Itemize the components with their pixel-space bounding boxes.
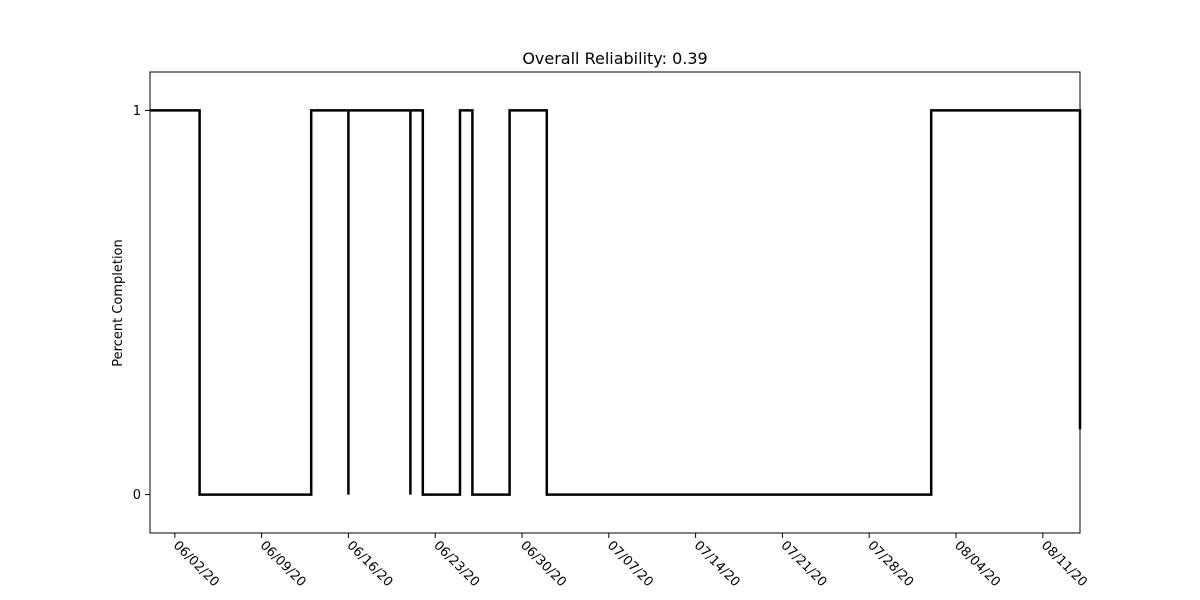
chart-title: Overall Reliability: 0.39	[522, 49, 707, 68]
x-tick-label: 08/11/20	[1038, 538, 1090, 590]
x-tick-label: 06/02/20	[170, 538, 222, 590]
x-tick-label: 06/23/20	[430, 538, 482, 590]
x-tick-label: 06/30/20	[517, 538, 569, 590]
x-tick-label: 06/09/20	[257, 538, 309, 590]
x-tick-label: 07/21/20	[778, 538, 830, 590]
series-line	[150, 109, 1082, 496]
x-tick-label: 08/04/20	[951, 538, 1003, 590]
x-tick-label: 07/28/20	[864, 538, 916, 590]
x-tick-label: 07/07/20	[604, 538, 656, 590]
x-tick-label: 06/16/20	[344, 538, 396, 590]
x-tick-label: 07/14/20	[691, 538, 743, 590]
y-axis: 01	[133, 104, 150, 503]
x-axis: 06/02/20 06/09/20 06/16/20 06/23/20 06/30/20…	[170, 533, 1090, 590]
y-tick-label: 1	[133, 104, 141, 119]
y-tick-label: 0	[133, 488, 141, 503]
plot-frame	[149, 71, 1081, 534]
y-axis-label: Percent Completion	[111, 239, 126, 367]
